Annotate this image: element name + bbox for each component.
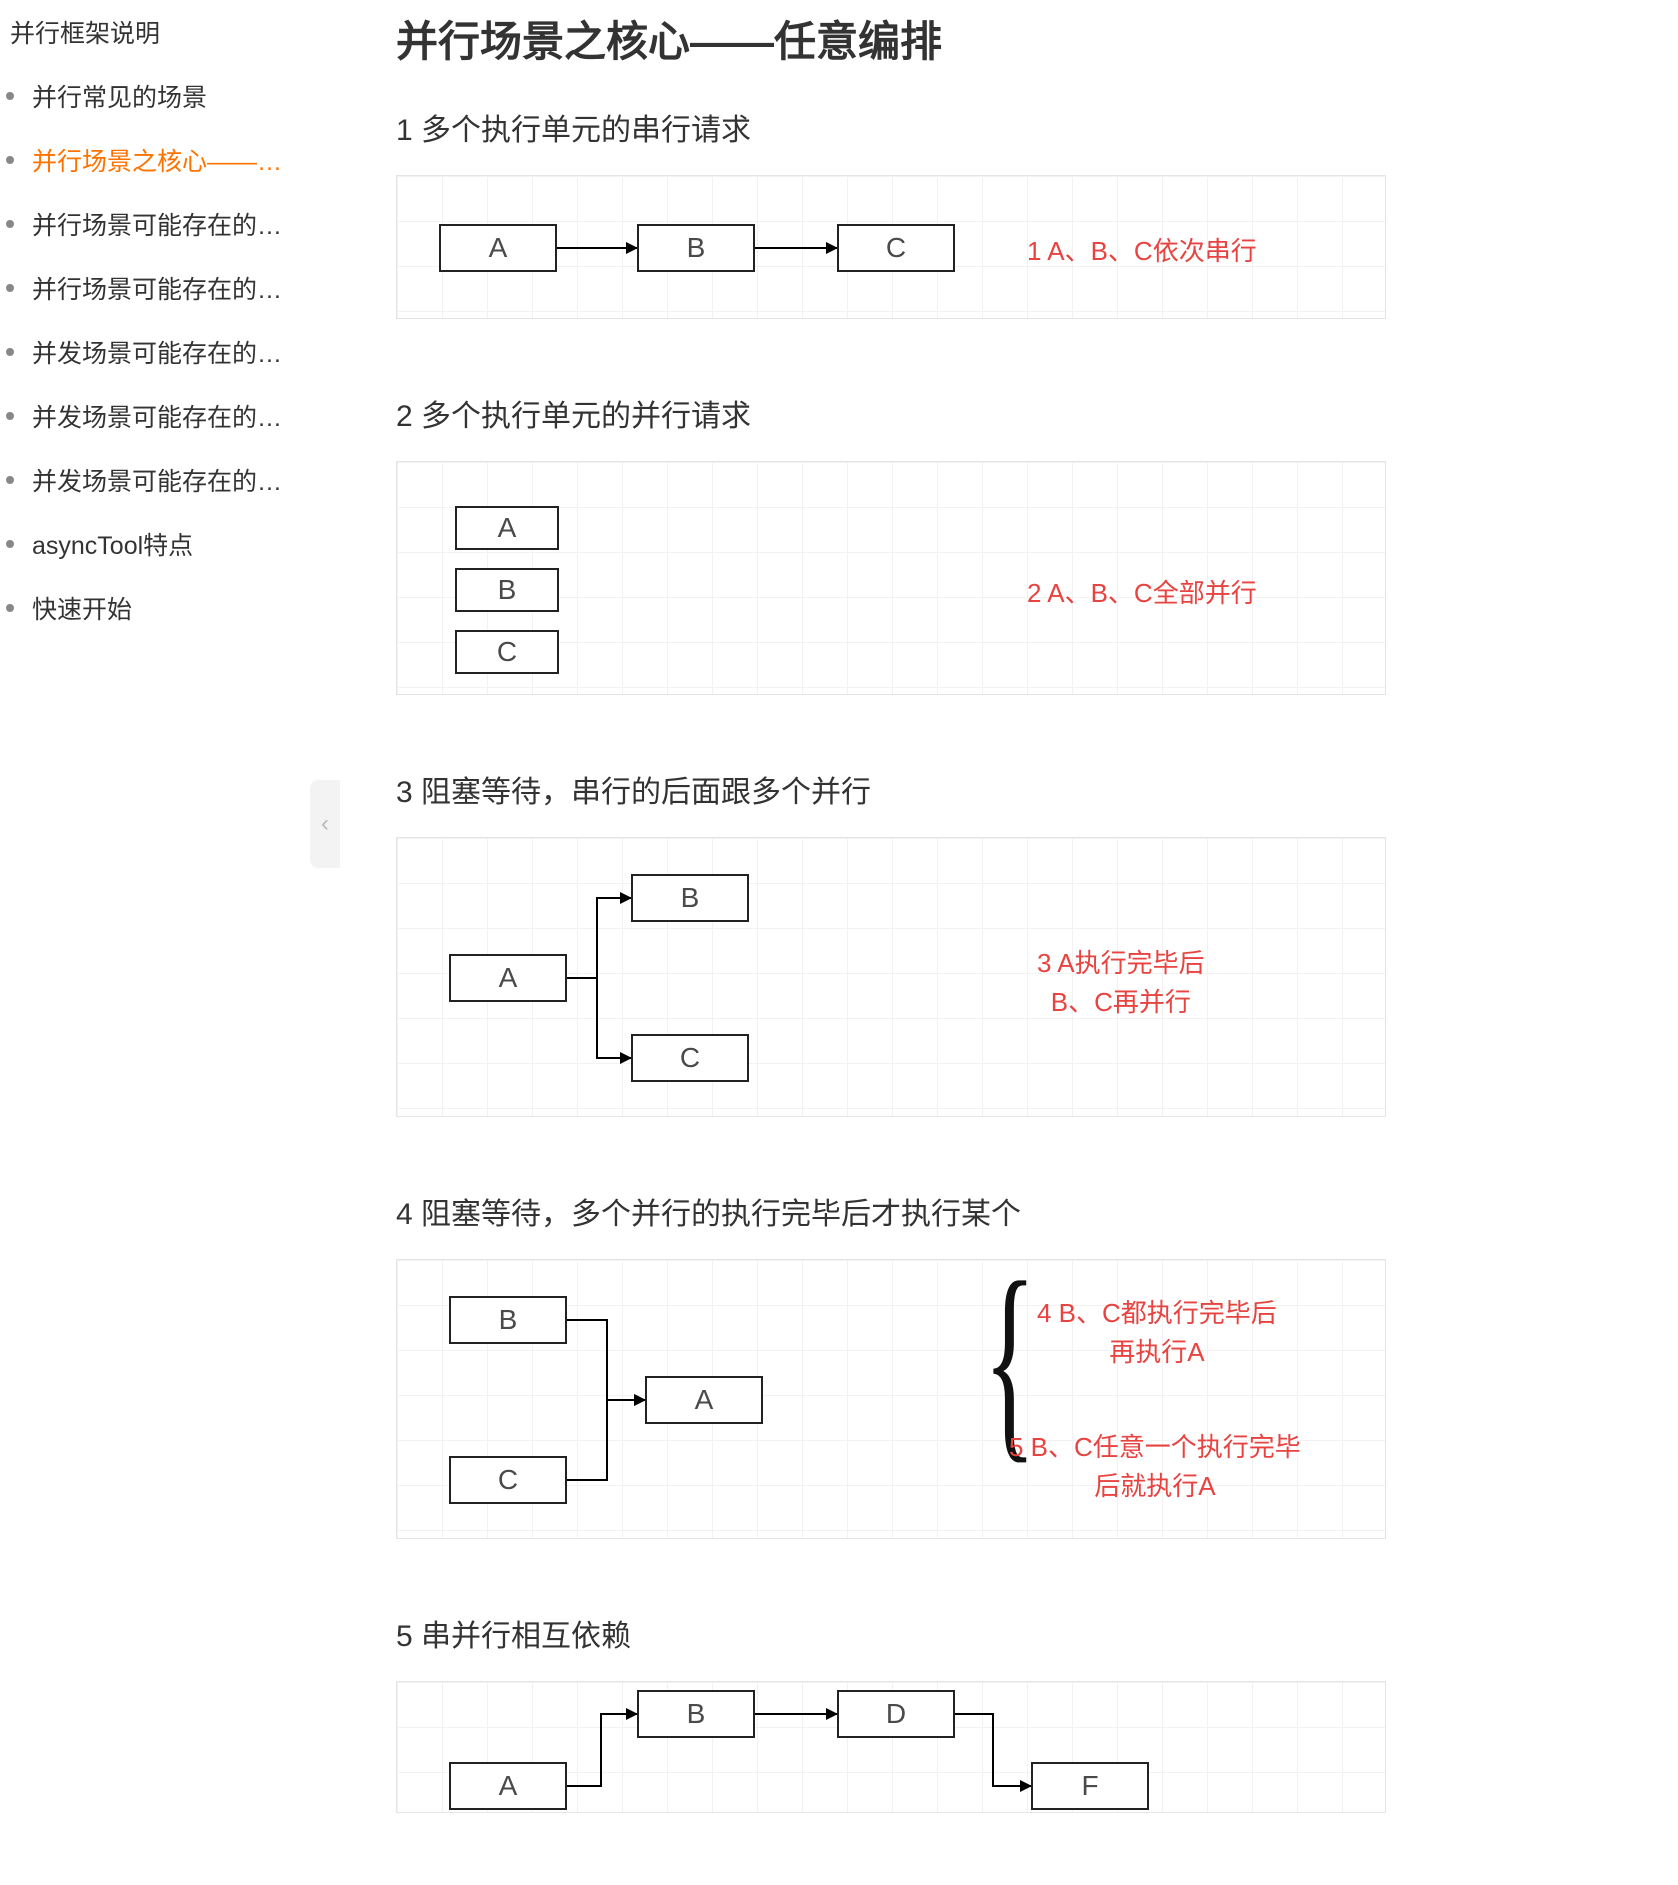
node-A: A [449, 954, 567, 1002]
sidebar-item-3[interactable]: 并行场景可能存在的… [0, 256, 340, 320]
node-B: B [637, 224, 755, 272]
bullet-icon [6, 412, 14, 420]
section-0: 1 多个执行单元的串行请求 A B C 1 A、B、C依次串行 [396, 105, 1618, 319]
diagram-caption: 5 B、C任意一个执行完毕后就执行A [1009, 1428, 1301, 1506]
node-B: B [631, 874, 749, 922]
node-C: C [631, 1034, 749, 1082]
node-B: B [449, 1296, 567, 1344]
diagram-caption: 3 A执行完毕后B、C再并行 [1037, 944, 1205, 1022]
sidebar-item-label: 并行场景可能存在的… [32, 206, 282, 242]
sidebar-item-4[interactable]: 并发场景可能存在的… [0, 320, 340, 384]
sidebar-list: 并行常见的场景并行场景之核心——… 并行场景可能存在的… 并行场景可能存在的… 并发场… [0, 64, 340, 640]
diagram-caption: 2 A、B、C全部并行 [1027, 574, 1257, 613]
sidebar-item-label: 并发场景可能存在的… [32, 398, 282, 434]
sidebar-item-2[interactable]: 并行场景可能存在的… [0, 192, 340, 256]
bullet-icon [6, 220, 14, 228]
sidebar-item-label: 快速开始 [32, 590, 132, 626]
section-2: 3 阻塞等待，串行的后面跟多个并行 A B C 3 A执行完毕后B、C再并行 [396, 767, 1618, 1117]
diagram-caption: 4 B、C都执行完毕后再执行A [1037, 1294, 1277, 1372]
bullet-icon [6, 476, 14, 484]
diagram-panel: BCA{4 B、C都执行完毕后再执行A5 B、C任意一个执行完毕后就执行A [396, 1259, 1386, 1539]
sidebar-item-0[interactable]: 并行常见的场景 [0, 64, 340, 128]
section-1: 2 多个执行单元的并行请求 ABC 2 A、B、C全部并行 [396, 391, 1618, 695]
node-B: B [455, 568, 559, 612]
section-3: 4 阻塞等待，多个并行的执行完毕后才执行某个 BCA{4 B、C都执行完毕后再执… [396, 1189, 1618, 1539]
section-4: 5 串并行相互依赖 A B D F [396, 1611, 1618, 1813]
sidebar-item-7[interactable]: asyncTool特点 [0, 512, 340, 576]
sidebar-item-8[interactable]: 快速开始 [0, 576, 340, 640]
sidebar-title: 并行框架说明 [0, 0, 340, 64]
sidebar-item-1[interactable]: 并行场景之核心——… [0, 128, 340, 192]
bullet-icon [6, 156, 14, 164]
sidebar-item-label: 并行常见的场景 [32, 78, 207, 114]
node-D: D [837, 1690, 955, 1738]
section-title: 4 阻塞等待，多个并行的执行完毕后才执行某个 [396, 1189, 1618, 1233]
node-B: B [637, 1690, 755, 1738]
section-title: 1 多个执行单元的串行请求 [396, 105, 1618, 149]
node-F: F [1031, 1762, 1149, 1810]
sidebar-item-label: 并行场景之核心——… [32, 142, 282, 178]
node-A: A [439, 224, 557, 272]
section-title: 3 阻塞等待，串行的后面跟多个并行 [396, 767, 1618, 811]
bullet-icon [6, 604, 14, 612]
sidebar-item-label: 并发场景可能存在的… [32, 462, 282, 498]
section-title: 5 串并行相互依赖 [396, 1611, 1618, 1655]
diagram-panel: A B D F [396, 1681, 1386, 1813]
node-C: C [455, 630, 559, 674]
node-A: A [645, 1376, 763, 1424]
bullet-icon [6, 92, 14, 100]
diagram-caption: 1 A、B、C依次串行 [1027, 232, 1257, 271]
diagram-panel: ABC 2 A、B、C全部并行 [396, 461, 1386, 695]
node-A: A [449, 1762, 567, 1810]
diagram-panel: A B C 3 A执行完毕后B、C再并行 [396, 837, 1386, 1117]
bullet-icon [6, 284, 14, 292]
sidebar-item-6[interactable]: 并发场景可能存在的… [0, 448, 340, 512]
node-A: A [455, 506, 559, 550]
section-title: 2 多个执行单元的并行请求 [396, 391, 1618, 435]
diagram-panel: A B C 1 A、B、C依次串行 [396, 175, 1386, 319]
node-C: C [449, 1456, 567, 1504]
sidebar-item-label: 并行场景可能存在的… [32, 270, 282, 306]
sidebar-item-5[interactable]: 并发场景可能存在的… [0, 384, 340, 448]
collapse-handle[interactable]: ‹ [310, 780, 340, 868]
chevron-left-icon: ‹ [321, 810, 329, 838]
sidebar-item-label: 并发场景可能存在的… [32, 334, 282, 370]
main-content: 并行场景之核心——任意编排 1 多个执行单元的串行请求 ABC1 A、B、C依次… [340, 0, 1678, 1885]
bullet-icon [6, 540, 14, 548]
bullet-icon [6, 348, 14, 356]
page-title: 并行场景之核心——任意编排 [396, 8, 1618, 69]
sidebar: 并行框架说明 并行常见的场景并行场景之核心——… 并行场景可能存在的… 并行场景可能… [0, 0, 340, 1885]
node-C: C [837, 224, 955, 272]
sidebar-item-label: asyncTool特点 [32, 526, 193, 562]
